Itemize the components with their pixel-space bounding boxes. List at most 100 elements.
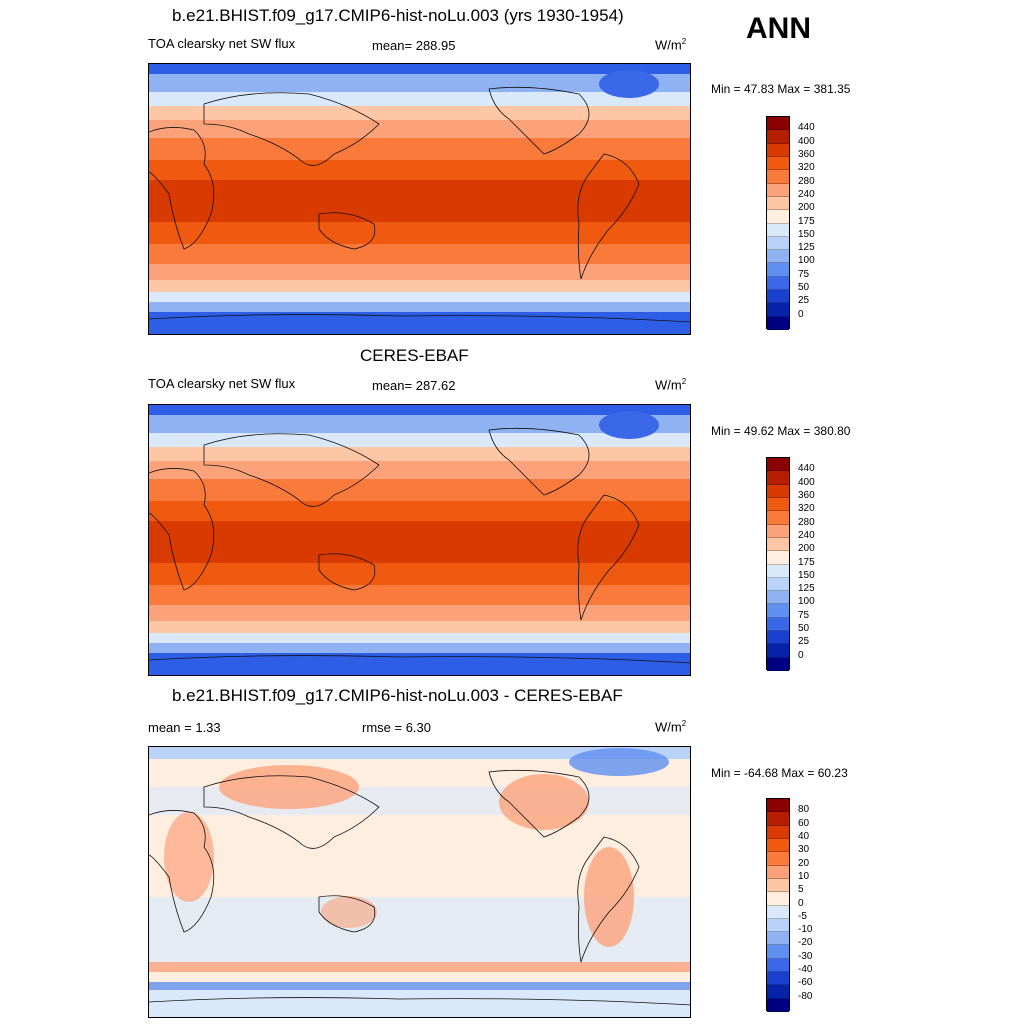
colorbar-tick-label: -80 (798, 990, 813, 1002)
colorbar-swatch (767, 644, 789, 658)
colorbar-swatch (767, 591, 789, 605)
colorbar-tick-label: -5 (798, 910, 807, 922)
colorbar-tick-label: 0 (798, 897, 804, 909)
colorbar-swatch (767, 892, 789, 906)
colorbar-tick-label: 50 (798, 282, 810, 294)
colorbar-swatch (767, 905, 789, 919)
colorbar-swatch (767, 878, 789, 893)
colorbar-swatch (767, 985, 789, 999)
colorbar-tick-label: 60 (798, 817, 810, 829)
colorbar-swatch (767, 156, 789, 171)
colorbar-swatch (767, 577, 789, 592)
colorbar-swatch (767, 524, 789, 538)
colorbar-tick-label: -60 (798, 977, 813, 989)
colorbar-tick-label: 175 (798, 215, 815, 227)
colorbar-swatch (767, 290, 789, 304)
panel3-minmax: Min = -64.68 Max = 60.23 (711, 766, 848, 780)
colorbar-swatch (767, 657, 789, 671)
colorbar-tick-label: 200 (798, 543, 815, 555)
colorbar-swatch (767, 170, 789, 184)
colorbar-swatch (767, 117, 789, 131)
colorbar-tick-label: 100 (798, 255, 815, 267)
colorbar-swatch (767, 865, 789, 879)
colorbar-swatch (767, 604, 789, 618)
colorbar-swatch (767, 998, 789, 1012)
panel2-title: CERES-EBAF (360, 346, 469, 365)
panel1-variable-label: TOA clearsky net SW flux (148, 36, 296, 51)
colorbar-swatch (767, 617, 789, 632)
panel3-colorbar (766, 798, 790, 1012)
colorbar-swatch (767, 236, 789, 251)
colorbar-tick-label: 0 (798, 649, 804, 661)
panel3-map (148, 746, 691, 1018)
colorbar-tick-label: 80 (798, 804, 810, 816)
colorbar-tick-label: 440 (798, 463, 815, 475)
colorbar-swatch (767, 458, 789, 472)
colorbar-tick-label: 150 (798, 569, 815, 581)
colorbar-tick-label: 125 (798, 242, 815, 254)
colorbar-tick-label: 400 (798, 476, 815, 488)
colorbar-swatch (767, 196, 789, 211)
panel1-mean-label: mean= 288.95 (372, 38, 456, 53)
panel1-map (148, 63, 691, 335)
colorbar-swatch (767, 958, 789, 973)
colorbar-tick-label: 40 (798, 830, 810, 842)
colorbar-swatch (767, 799, 789, 813)
panel1-units: W/m2 (655, 37, 687, 53)
panel2-mean-label: mean= 287.62 (372, 378, 456, 393)
panel3-title: b.e21.BHIST.f09_g17.CMIP6-hist-noLu.003 … (172, 686, 623, 705)
colorbar-tick-label: 240 (798, 529, 815, 541)
colorbar-swatch (767, 223, 789, 237)
colorbar-tick-label: -30 (798, 950, 813, 962)
colorbar-tick-label: 75 (798, 268, 810, 280)
colorbar-swatch (767, 250, 789, 264)
colorbar-tick-label: 10 (798, 870, 810, 882)
colorbar-swatch (767, 497, 789, 512)
colorbar-swatch (767, 932, 789, 946)
colorbar-swatch (767, 812, 789, 826)
colorbar-swatch (767, 143, 789, 157)
panel1-title: b.e21.BHIST.f09_g17.CMIP6-hist-noLu.003 … (172, 6, 624, 25)
colorbar-tick-label: 100 (798, 596, 815, 608)
panel3-rmse-label: rmse = 6.30 (362, 720, 432, 735)
colorbar-tick-label: 240 (798, 188, 815, 200)
colorbar-tick-label: -20 (798, 937, 813, 949)
colorbar-tick-label: 320 (798, 503, 815, 515)
colorbar-swatch (767, 263, 789, 277)
colorbar-tick-label: 5 (798, 884, 804, 896)
colorbar-swatch (767, 316, 789, 330)
colorbar-swatch (767, 825, 789, 839)
colorbar-swatch (767, 838, 789, 853)
colorbar-tick-label: 360 (798, 148, 815, 160)
colorbar-tick-label: 50 (798, 623, 810, 635)
colorbar-swatch (767, 183, 789, 197)
colorbar-swatch (767, 537, 789, 552)
panel2-map (148, 404, 691, 676)
colorbar-tick-label: 280 (798, 175, 815, 187)
panel2-units: W/m2 (655, 377, 687, 393)
panel1-minmax: Min = 47.83 Max = 381.35 (711, 82, 851, 96)
colorbar-tick-label: 150 (798, 228, 815, 240)
colorbar-swatch (767, 945, 789, 959)
colorbar-tick-label: 440 (798, 122, 815, 134)
colorbar-tick-label: -40 (798, 964, 813, 976)
colorbar-swatch (767, 276, 789, 291)
colorbar-tick-label: 175 (798, 556, 815, 568)
colorbar-tick-label: 30 (798, 844, 810, 856)
season-label: ANN (746, 12, 811, 45)
panel2-variable-label: TOA clearsky net SW flux (148, 376, 296, 391)
colorbar-swatch (767, 130, 789, 144)
panel2-minmax: Min = 49.62 Max = 380.80 (711, 424, 851, 438)
colorbar-swatch (767, 303, 789, 317)
colorbar-tick-label: 20 (798, 857, 810, 869)
colorbar-swatch (767, 511, 789, 525)
panel2-colorbar (766, 457, 790, 671)
colorbar-tick-label: 75 (798, 609, 810, 621)
colorbar-tick-label: 125 (798, 583, 815, 595)
colorbar-swatch (767, 551, 789, 565)
colorbar-swatch (767, 631, 789, 645)
colorbar-swatch (767, 852, 789, 866)
colorbar-tick-label: 320 (798, 162, 815, 174)
colorbar-tick-label: 200 (798, 202, 815, 214)
colorbar-tick-label: 360 (798, 489, 815, 501)
